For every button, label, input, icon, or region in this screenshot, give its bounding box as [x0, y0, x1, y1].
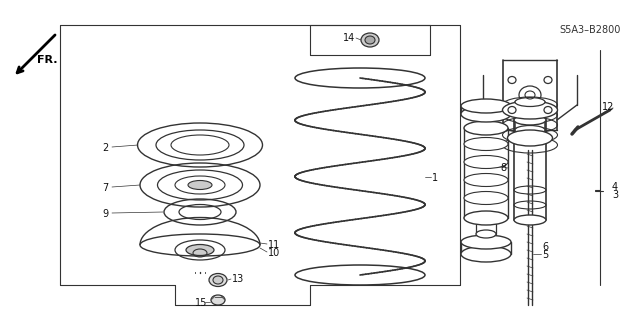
Ellipse shape [464, 156, 508, 169]
Text: 9: 9 [102, 209, 108, 219]
Ellipse shape [461, 235, 511, 249]
Ellipse shape [365, 36, 375, 44]
Ellipse shape [514, 215, 546, 225]
Text: 14: 14 [343, 33, 355, 43]
Ellipse shape [464, 138, 508, 150]
Ellipse shape [461, 246, 511, 262]
Ellipse shape [464, 173, 508, 187]
Text: 8: 8 [500, 163, 506, 173]
Ellipse shape [476, 230, 496, 238]
Ellipse shape [186, 244, 214, 255]
Ellipse shape [508, 130, 552, 146]
Text: 4: 4 [612, 182, 618, 192]
Text: 1: 1 [432, 173, 438, 183]
Text: 13: 13 [232, 274, 244, 284]
Text: 11: 11 [268, 240, 280, 250]
Text: 6: 6 [542, 242, 548, 252]
Ellipse shape [502, 101, 557, 119]
Ellipse shape [361, 33, 379, 47]
Ellipse shape [461, 99, 511, 113]
Ellipse shape [514, 115, 546, 125]
Text: 7: 7 [102, 183, 108, 193]
Ellipse shape [188, 180, 212, 189]
Text: 3: 3 [612, 190, 618, 200]
Text: S5A3–B2800: S5A3–B2800 [559, 25, 621, 35]
Ellipse shape [461, 106, 511, 122]
Text: 12: 12 [602, 102, 614, 112]
Ellipse shape [464, 191, 508, 204]
Text: 15: 15 [195, 298, 207, 308]
Ellipse shape [209, 274, 227, 286]
Ellipse shape [515, 125, 545, 134]
Text: 2: 2 [102, 143, 108, 153]
Ellipse shape [211, 295, 225, 305]
Text: 5: 5 [542, 250, 548, 260]
Ellipse shape [464, 121, 508, 135]
Text: 10: 10 [268, 248, 280, 258]
Ellipse shape [515, 98, 545, 107]
Text: FR.: FR. [37, 55, 58, 65]
Ellipse shape [213, 276, 223, 284]
Ellipse shape [464, 211, 508, 225]
